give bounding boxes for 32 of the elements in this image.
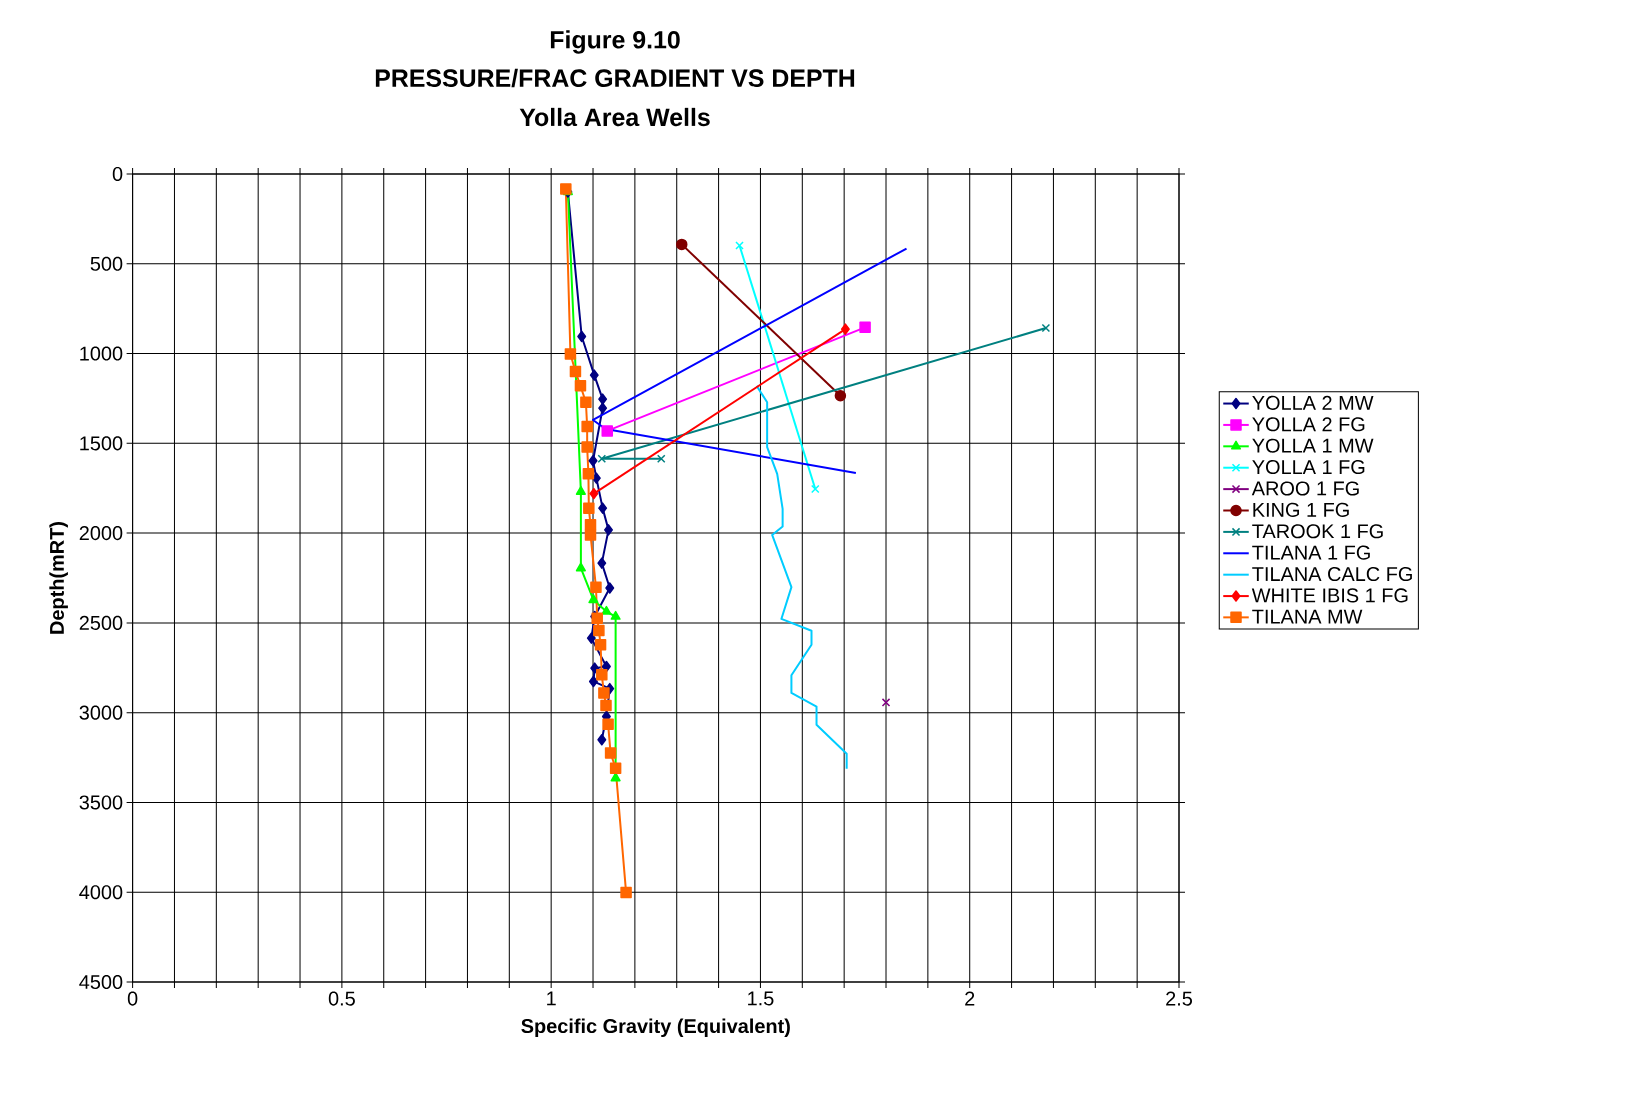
legend-label: YOLLA 2 MW (1252, 395, 1374, 410)
legend-label: KING 1 FG (1253, 502, 1349, 517)
y-tick-label: 1000 (80, 346, 123, 361)
y-tick-label: 1500 (80, 436, 123, 451)
chart-subtitle: Yolla Area Wells (519, 107, 710, 127)
y-tick-label: 4500 (79, 974, 123, 990)
legend-label: YOLLA 2 FG (1252, 417, 1365, 432)
x-tick-label: 1.5 (748, 991, 774, 1006)
y-tick-label: 2000 (79, 526, 123, 541)
legend-label: TILANA CALC FG (1252, 566, 1412, 582)
chart-title: PRESSURE/FRAC GRADIENT VS DEPTH (375, 68, 855, 88)
y-tick-label: 500 (90, 256, 123, 271)
x-tick-label: 0 (127, 991, 138, 1006)
y-tick-label: 4000 (79, 885, 123, 900)
x-tick-label: 0.5 (328, 991, 355, 1006)
legend-label: TILANA MW (1252, 609, 1363, 624)
legend-label: YOLLA 1 FG (1252, 460, 1365, 475)
caption: Figure 9.10 (550, 30, 680, 54)
y-tick-label: 3000 (79, 705, 123, 720)
legend-label: TAROOK 1 FG (1252, 524, 1383, 539)
y-axis-title: Depth(mRT) (49, 522, 68, 634)
x-tick-label: 1 (547, 991, 556, 1006)
legend-label: YOLLA 1 MW (1252, 438, 1374, 453)
legend-label: AROO 1 FG (1251, 481, 1359, 496)
y-tick-label: 2500 (79, 615, 123, 630)
y-tick-label: 0 (112, 166, 123, 182)
y-tick-label: 3500 (79, 795, 123, 810)
x-tick-label: 2 (965, 991, 975, 1006)
x-tick-label: 2.5 (1166, 991, 1193, 1006)
legend-label: TILANA 1 FG (1252, 545, 1370, 560)
legend-label: WHITE IBIS 1 FG (1251, 588, 1408, 603)
x-axis-title: Specific Gravity (Equivalent) (521, 1018, 790, 1038)
